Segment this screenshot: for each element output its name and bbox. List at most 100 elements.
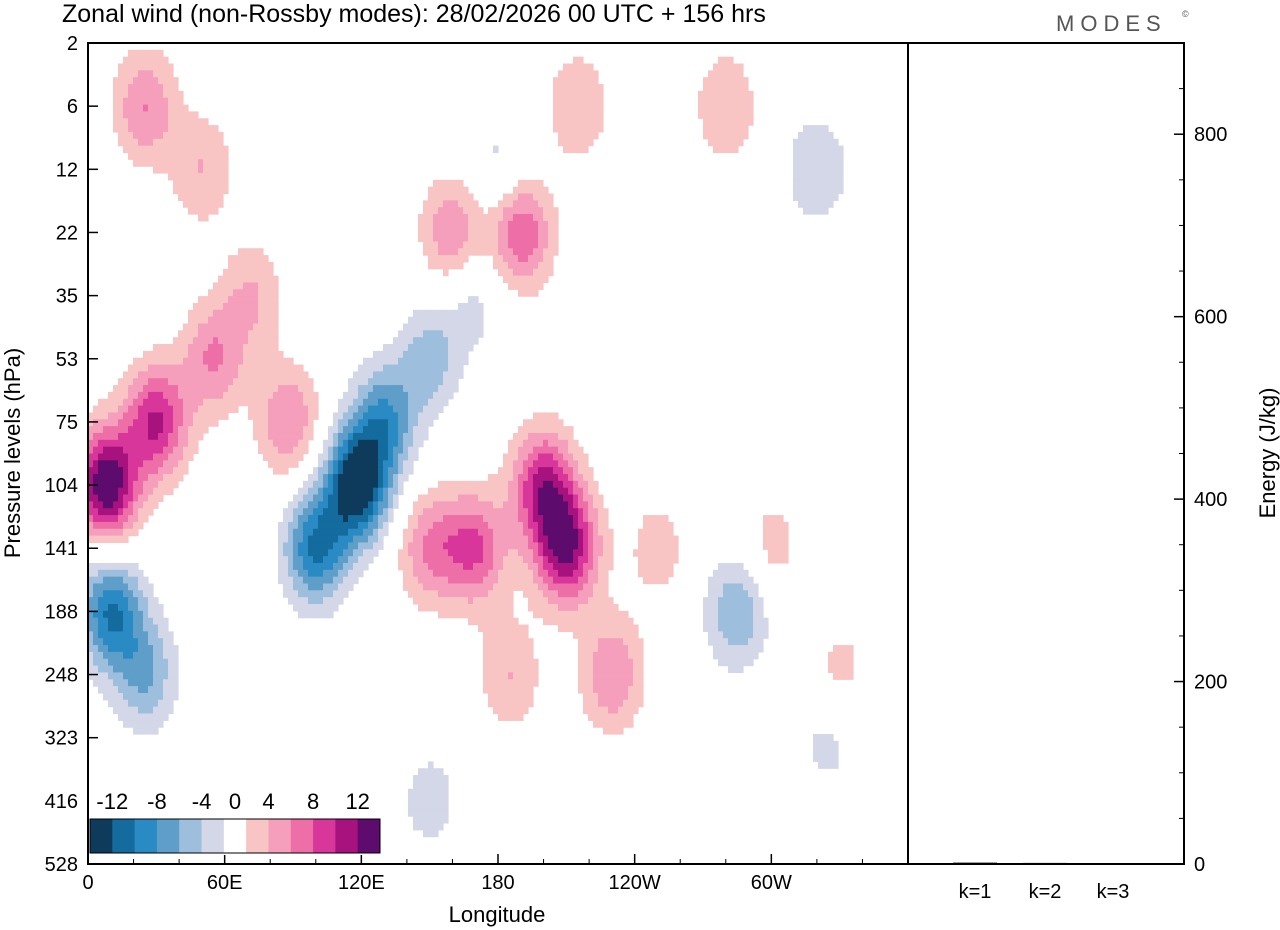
heatmap-cell — [578, 562, 584, 571]
heatmap-cell — [398, 439, 404, 448]
heatmap-cell — [158, 159, 164, 167]
heatmap-cell — [353, 432, 359, 441]
heatmap-cell — [413, 323, 419, 331]
heatmap-cell — [513, 268, 519, 277]
heatmap-cell — [518, 535, 524, 544]
heatmap-cell — [728, 665, 734, 674]
heatmap-cell — [488, 487, 494, 496]
heatmap-cell — [558, 535, 564, 544]
heatmap-cell — [458, 562, 464, 571]
heatmap-cell — [153, 679, 159, 687]
heatmap-cell — [403, 439, 409, 448]
heatmap-cell — [458, 494, 464, 502]
heatmap-cell — [828, 761, 834, 769]
heatmap-cell — [758, 645, 764, 653]
heatmap-cell — [573, 487, 579, 496]
heatmap-cell — [388, 344, 394, 352]
heatmap-cell — [163, 97, 169, 106]
heatmap-cell — [383, 371, 389, 379]
heatmap-cell — [88, 467, 94, 475]
heatmap-cell — [318, 508, 324, 516]
heatmap-cell — [583, 70, 589, 78]
heatmap-cell — [118, 590, 124, 598]
heatmap-cell — [498, 638, 504, 646]
heatmap-cell — [488, 631, 494, 639]
heatmap-cell — [703, 104, 709, 113]
heatmap-cell — [123, 439, 129, 448]
heatmap-cell — [203, 179, 209, 188]
heatmap-cell — [633, 686, 639, 694]
heatmap-cell — [453, 179, 459, 188]
heatmap-cell — [803, 125, 809, 133]
heatmap-cell — [168, 631, 174, 639]
heatmap-cell — [433, 405, 439, 414]
heatmap-cell — [553, 432, 559, 441]
heatmap-cell — [598, 521, 604, 530]
heatmap-cell — [823, 740, 829, 749]
heatmap-cell — [438, 200, 444, 208]
heatmap-cell — [603, 638, 609, 646]
heatmap-cell — [723, 56, 729, 65]
heatmap-cell — [518, 576, 524, 585]
heatmap-cell — [388, 487, 394, 496]
heatmap-cell — [328, 460, 334, 468]
heatmap-cell — [163, 686, 169, 694]
heatmap-cell — [123, 569, 129, 578]
heatmap-cell — [558, 439, 564, 448]
heatmap-cell — [278, 535, 284, 544]
colorbar-swatch — [134, 819, 158, 853]
heatmap-cell — [218, 337, 224, 345]
heatmap-cell — [103, 432, 109, 441]
heatmap-cell — [528, 214, 534, 222]
heatmap-cell — [393, 419, 399, 427]
heatmap-cell — [403, 556, 409, 564]
heatmap-cell — [123, 84, 129, 92]
heatmap-cell — [708, 631, 714, 639]
heatmap-cell — [338, 535, 344, 544]
heatmap-cell — [438, 604, 444, 612]
heatmap-cell — [128, 617, 134, 626]
heatmap-cell — [533, 268, 539, 277]
heatmap-cell — [793, 179, 799, 188]
heatmap-cell — [538, 480, 544, 489]
heatmap-cell — [533, 227, 539, 236]
heatmap-cell — [138, 494, 144, 502]
heatmap-cell — [438, 508, 444, 516]
heatmap-cell — [378, 528, 384, 537]
heatmap-cell — [453, 487, 459, 496]
heatmap-cell — [128, 679, 134, 687]
heatmap-cell — [553, 460, 559, 468]
heatmap-cell — [318, 562, 324, 571]
heatmap-cell — [548, 207, 554, 215]
heatmap-cell — [553, 220, 559, 229]
heatmap-cell — [323, 487, 329, 496]
heatmap-cell — [383, 412, 389, 420]
heatmap-cell — [613, 610, 619, 619]
heatmap-cell — [158, 97, 164, 106]
heatmap-cell — [103, 460, 109, 468]
heatmap-cell — [153, 651, 159, 660]
heatmap-cell — [453, 214, 459, 222]
heatmap-cell — [283, 521, 289, 530]
heatmap-cell — [798, 179, 804, 188]
heatmap-cell — [133, 453, 139, 461]
heatmap-cell — [408, 439, 414, 448]
heatmap-cell — [403, 371, 409, 379]
heatmap-cell — [553, 207, 559, 215]
heatmap-cell — [518, 255, 524, 263]
heatmap-cell — [438, 405, 444, 414]
heatmap-cell — [263, 309, 269, 318]
heatmap-cell — [188, 207, 194, 215]
heatmap-cell — [503, 569, 509, 578]
heatmap-cell — [518, 282, 524, 290]
heatmap-cell — [268, 323, 274, 331]
heatmap-cell — [333, 426, 339, 434]
heatmap-cell — [593, 576, 599, 585]
heatmap-cell — [163, 357, 169, 366]
heatmap-cell — [438, 179, 444, 188]
heatmap-cell — [363, 528, 369, 537]
heatmap-cell — [133, 460, 139, 468]
heatmap-cell — [98, 412, 104, 420]
heatmap-cell — [493, 234, 499, 243]
heatmap-cell — [298, 494, 304, 502]
